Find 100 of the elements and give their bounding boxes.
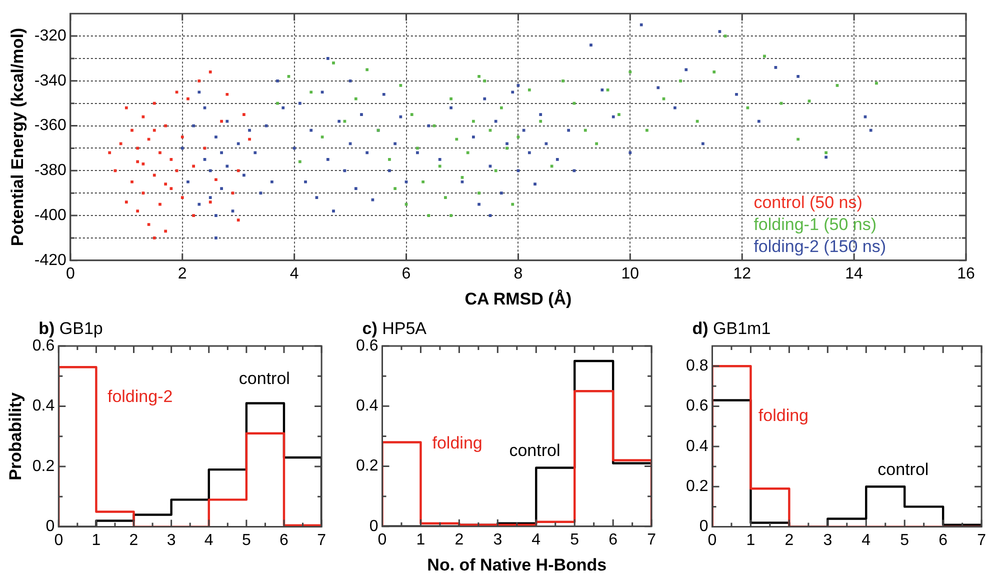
- point: [506, 146, 508, 150]
- point: [192, 164, 195, 168]
- point: [192, 214, 195, 217]
- point: [444, 196, 447, 200]
- point: [427, 214, 430, 217]
- point: [130, 128, 134, 132]
- point: [320, 136, 324, 138]
- point: [516, 136, 520, 138]
- point: [595, 142, 598, 146]
- point: [679, 79, 682, 82]
- x-tick-label: 7: [317, 532, 326, 549]
- point: [152, 236, 156, 240]
- point: [528, 88, 531, 92]
- point: [483, 79, 486, 82]
- point: [152, 174, 156, 177]
- point: [450, 214, 452, 217]
- x-tick-label: 6: [938, 532, 948, 549]
- point: [164, 182, 168, 186]
- point: [130, 180, 134, 184]
- point: [114, 169, 117, 172]
- point: [394, 187, 396, 190]
- point: [466, 151, 470, 154]
- x-tick-label: 3: [823, 532, 832, 549]
- point: [142, 115, 145, 118]
- point: [500, 106, 503, 110]
- x-tick-label: 16: [957, 265, 975, 282]
- y-axis-title: Potential Energy (kcal/mol): [8, 28, 27, 246]
- x-tick-label: 7: [977, 532, 986, 549]
- x-tick-label: 4: [532, 531, 541, 548]
- y-tick-label: -320: [34, 27, 67, 44]
- point: [628, 70, 632, 74]
- point: [175, 90, 178, 94]
- text: folding-1 (50 ns): [754, 215, 877, 234]
- point: [478, 192, 480, 195]
- y-tick-label: 0.6: [356, 337, 378, 354]
- point: [208, 70, 212, 74]
- chart-title: c) HP5A: [362, 319, 428, 338]
- x-tick-label: 3: [166, 532, 176, 549]
- x-tick-label: 5: [242, 532, 251, 549]
- y-tick-label: 0.4: [356, 398, 378, 415]
- point: [164, 230, 168, 233]
- y-tick-label: 0.4: [686, 438, 708, 455]
- x-tick-label: 1: [416, 531, 426, 548]
- y-tick-label: 0.2: [356, 458, 378, 475]
- point: [186, 97, 190, 100]
- x-tick-label: 5: [900, 532, 910, 549]
- x-tick-label: 10: [621, 265, 640, 282]
- point: [584, 128, 587, 132]
- x-tick-label: 6: [608, 531, 618, 548]
- x-tick-label: 12: [733, 265, 752, 282]
- x-tick-label: 5: [570, 531, 580, 548]
- y-tick-label: 0.8: [686, 357, 708, 374]
- x-tick-label: 3: [493, 531, 502, 548]
- point: [343, 120, 346, 123]
- point: [236, 169, 240, 172]
- y-tick-label: -360: [34, 117, 67, 134]
- point: [662, 97, 666, 100]
- point: [152, 102, 156, 105]
- point: [562, 79, 564, 82]
- x-tick-label: 2: [129, 532, 138, 549]
- point: [780, 102, 783, 105]
- x-tick-label: 2: [454, 531, 464, 548]
- series-label: folding: [758, 406, 809, 425]
- y-tick-label: 0: [46, 518, 55, 536]
- point: [124, 200, 128, 204]
- point: [124, 106, 128, 110]
- point: [152, 128, 156, 132]
- point: [208, 200, 212, 204]
- point: [550, 164, 554, 168]
- point: [724, 34, 727, 38]
- point: [450, 97, 452, 100]
- point: [158, 202, 162, 206]
- point: [712, 70, 716, 74]
- x-tick-label: 6: [402, 265, 411, 282]
- point: [399, 84, 402, 87]
- point: [108, 151, 112, 154]
- point: [276, 102, 279, 105]
- point: [180, 196, 184, 200]
- point: [511, 202, 514, 206]
- point: [310, 90, 313, 94]
- x-tick-label: 8: [514, 265, 523, 282]
- point: [354, 97, 358, 100]
- point: [808, 100, 811, 103]
- point: [119, 142, 122, 146]
- point: [388, 158, 391, 161]
- y-tick-label: 0.2: [32, 458, 55, 475]
- x-tick-label: 2: [178, 265, 187, 282]
- point: [824, 151, 828, 154]
- y-axis-title: Probability: [6, 392, 25, 480]
- y-tick-label: 0: [369, 518, 378, 535]
- y-tick-label: -380: [34, 162, 67, 180]
- point: [220, 120, 223, 123]
- x-tick-label: 14: [845, 265, 864, 282]
- point: [696, 120, 699, 123]
- point: [332, 62, 335, 64]
- point: [180, 136, 184, 138]
- point: [410, 113, 414, 116]
- x-axis-title: No. of Native H-Bonds: [427, 555, 607, 574]
- point: [248, 138, 251, 141]
- point: [646, 128, 648, 132]
